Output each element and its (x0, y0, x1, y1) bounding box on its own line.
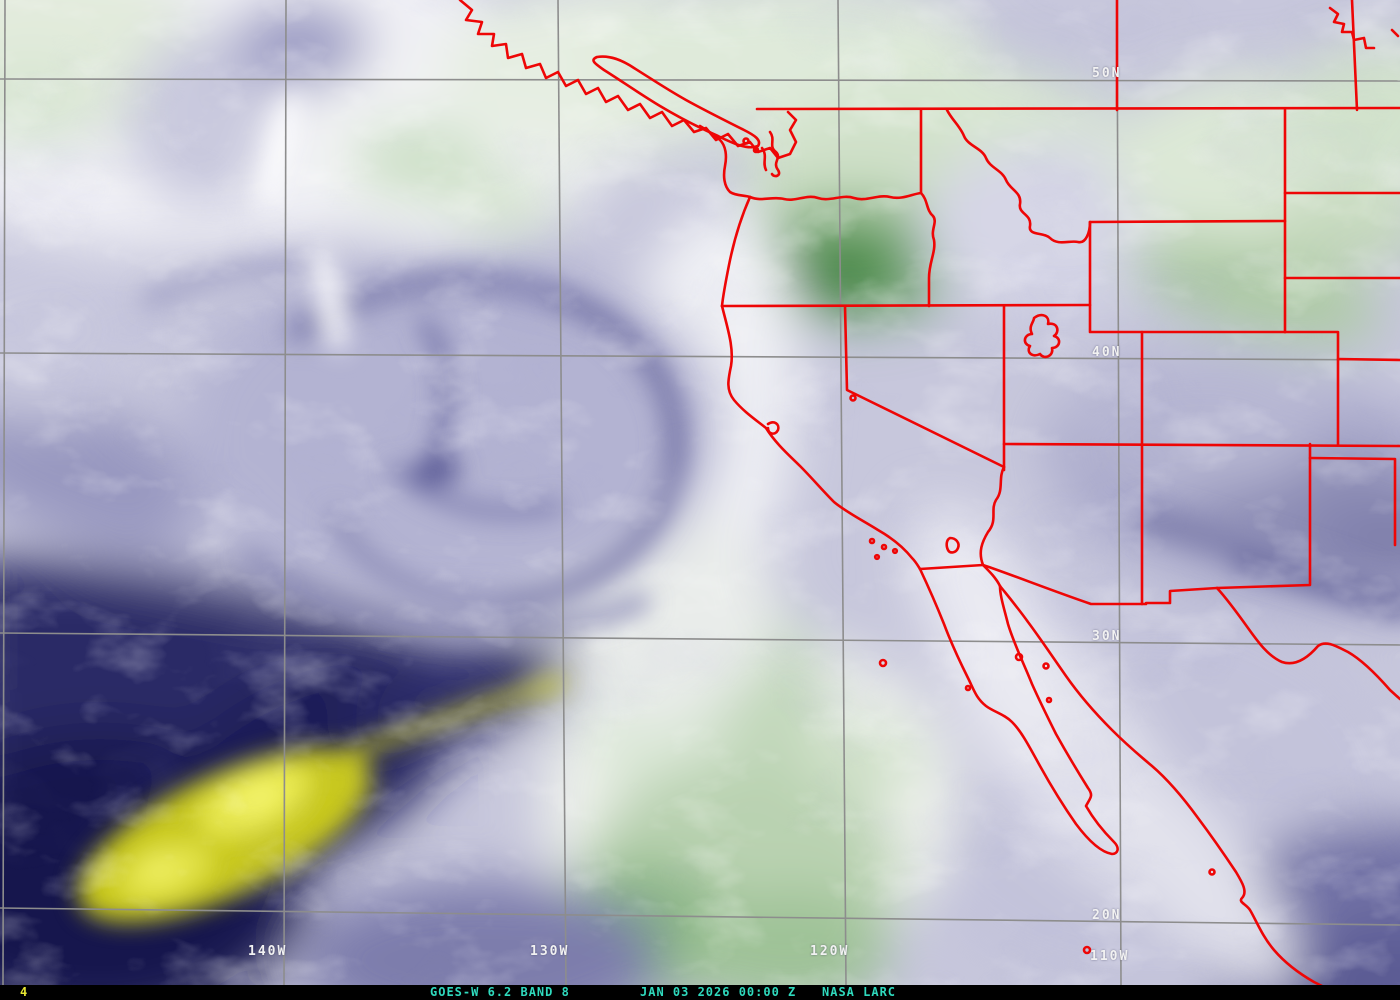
credit-label: NASA LARC (822, 985, 897, 999)
frame-indicator: 4 (20, 985, 29, 999)
lat-label-30n: 30N (1092, 629, 1122, 644)
lon-label-140w: 140W (248, 944, 288, 959)
lat-label-20n: 20N (1092, 908, 1122, 923)
lat-label-50n: 50N (1092, 66, 1122, 81)
timestamp-label: JAN 03 2026 00:00 Z (640, 985, 797, 999)
product-label: GOES-W 6.2 BAND 8 (430, 985, 570, 999)
map-boundaries (458, 0, 1400, 988)
lon-label-120w: 120W (810, 944, 850, 959)
lon-label-130w: 130W (530, 944, 570, 959)
lat-label-40n: 40N (1092, 345, 1122, 360)
caption-bar: 4 GOES-W 6.2 BAND 8 JAN 03 2026 00:00 Z … (0, 985, 1400, 1000)
lon-label-110w: 110W (1090, 949, 1130, 964)
